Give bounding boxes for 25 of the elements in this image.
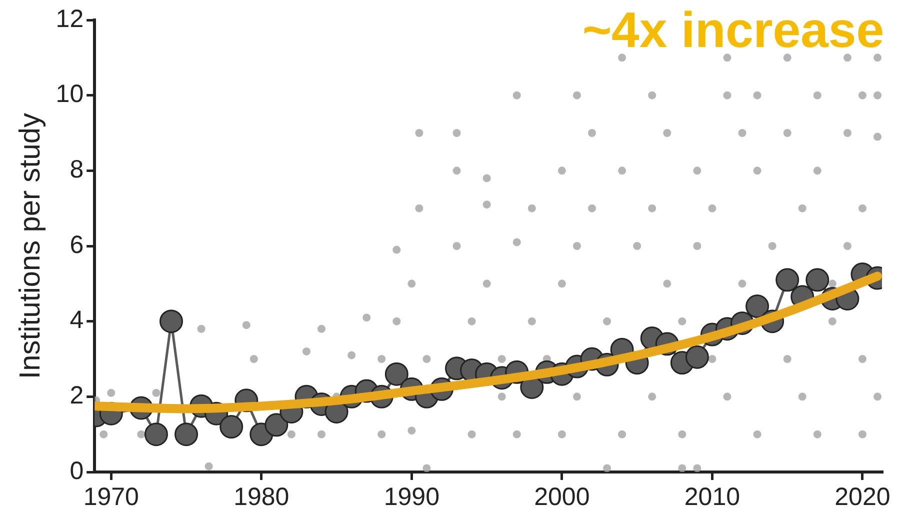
- point: [264, 413, 288, 437]
- y-tick-label: 6: [70, 230, 84, 259]
- x-tick-label: 2010: [684, 482, 740, 511]
- point: [685, 345, 709, 369]
- point: [806, 268, 830, 292]
- y-tick-label: 0: [70, 456, 84, 485]
- x-tick-label: 1980: [234, 482, 290, 511]
- x-tick-label: 1990: [384, 482, 440, 511]
- point: [746, 294, 770, 318]
- point: [174, 422, 198, 446]
- y-tick-label: 4: [70, 306, 84, 334]
- point: [220, 415, 244, 439]
- annotation: ~4x increase: [582, 2, 884, 58]
- point: [776, 268, 800, 292]
- y-tick-label: 12: [56, 4, 84, 33]
- point: [144, 422, 168, 446]
- y-tick-label: 2: [70, 382, 84, 410]
- y-tick-label: 10: [56, 80, 84, 108]
- x-tick-label: 1970: [83, 482, 139, 511]
- x-tick-label: 2020: [834, 482, 890, 511]
- x-tick-label: 2000: [534, 482, 590, 511]
- point: [384, 362, 408, 386]
- y-axis-title: Institutions per study: [14, 112, 46, 379]
- y-tick-label: 8: [70, 156, 84, 184]
- point: [159, 310, 183, 334]
